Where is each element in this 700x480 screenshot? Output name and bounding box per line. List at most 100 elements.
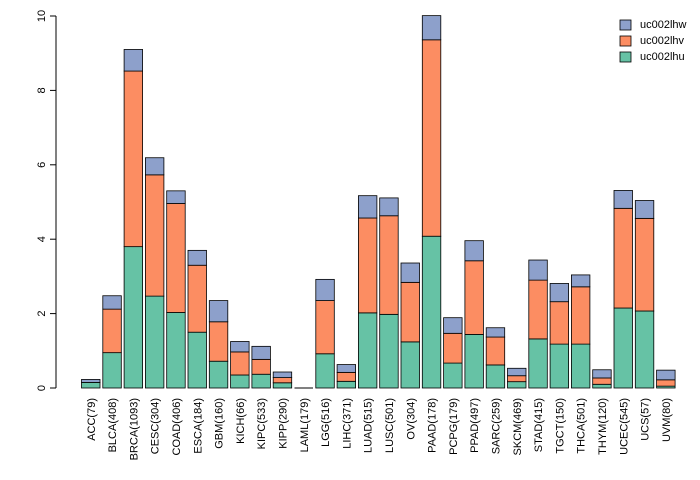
bar-segment-uc002lhv <box>485 336 506 366</box>
x-tick-label: CESC(304) <box>150 398 162 454</box>
bar-stack-SKCM(469) <box>507 367 527 389</box>
bar-stack-LIHC(371) <box>336 364 357 389</box>
x-tick-label: SARC(259) <box>490 398 502 454</box>
bar-segment-uc002lhv <box>443 332 463 364</box>
bar-stack-UVM(80) <box>656 369 676 389</box>
bar-segment-uc002lhu <box>208 360 229 389</box>
bar-segment-uc002lhv <box>230 351 250 376</box>
bar-segment-uc002lhw <box>379 197 399 217</box>
bar-segment-uc002lhu <box>123 246 143 389</box>
bar-segment-uc002lhu <box>613 307 633 389</box>
x-tick-label: STAD(415) <box>533 398 545 452</box>
bar-stack-SARC(259) <box>485 327 506 389</box>
bar-segment-uc002lhv <box>379 215 399 315</box>
bar-segment-uc002lhv <box>102 308 122 354</box>
bar-stack-COAD(406) <box>166 190 186 389</box>
bar-stack-PAAD(178) <box>421 15 442 389</box>
y-tick-label: 6 <box>36 162 48 168</box>
bar-stack-LGG(516) <box>315 278 335 389</box>
bar-stack-THYM(120) <box>592 369 612 389</box>
bar-stack-KICH(66) <box>230 341 250 389</box>
bar-segment-uc002lhu <box>102 352 122 389</box>
x-tick-label: LAML(179) <box>299 398 311 452</box>
legend-swatch-uc002lhu <box>619 51 632 63</box>
bar-segment-uc002lhu <box>379 313 399 389</box>
bar-segment-uc002lhu <box>272 382 293 389</box>
bar-segment-uc002lhv <box>208 321 229 362</box>
x-tick-label: PAAD(178) <box>427 398 439 453</box>
x-tick-label: KIPP(290) <box>277 398 289 449</box>
bar-segment-uc002lhu <box>251 373 271 389</box>
legend-label-uc002lhu: uc002lhu <box>640 51 685 63</box>
legend-swatch-uc002lhv <box>619 35 632 47</box>
bar-segment-uc002lhw <box>421 15 442 41</box>
bar-segment-uc002lhw <box>507 367 527 377</box>
bar-segment-uc002lhw <box>102 295 122 310</box>
bar-stack-UCS(57) <box>634 200 655 389</box>
bar-segment-uc002lhu <box>400 341 420 389</box>
x-tick-label: SKCM(469) <box>512 398 524 455</box>
x-tick-label: BLCA(408) <box>107 398 119 452</box>
y-axis: 0 2 4 6 8 10 <box>36 10 57 391</box>
bar-segment-uc002lhv <box>400 281 420 343</box>
bar-segment-uc002lhw <box>144 157 165 176</box>
bar-segment-uc002lhv <box>357 217 378 314</box>
bar-segment-uc002lhu <box>421 235 442 389</box>
bar-segment-uc002lhv <box>549 301 569 345</box>
y-tick-label: 8 <box>36 87 48 93</box>
bar-stack-BRCA(1093) <box>123 49 143 389</box>
bar-stack-LUSC(501) <box>379 197 399 389</box>
bar-stack-TGCT(150) <box>549 283 569 389</box>
bar-segment-uc002lhu <box>507 381 527 389</box>
x-tick-label: UVM(80) <box>661 398 673 442</box>
bar-segment-uc002lhw <box>592 369 612 379</box>
bar-segment-uc002lhu <box>549 343 569 389</box>
bar-segment-uc002lhv <box>528 279 548 340</box>
y-tick-label: 10 <box>36 10 48 22</box>
bar-segment-uc002lhv <box>166 203 186 313</box>
bar-segment-uc002lhw <box>208 300 229 323</box>
bar-stack-KIPC(533) <box>251 345 271 389</box>
x-tick-label: LUSC(501) <box>384 398 396 453</box>
bar-segment-uc002lhw <box>656 369 676 381</box>
bar-segment-uc002lhw <box>464 240 484 262</box>
bar-segment-uc002lhu <box>357 312 378 389</box>
bar-stack-ACC(79) <box>81 379 101 389</box>
x-tick-label: ACC(79) <box>86 398 98 441</box>
x-tick-label: GBM(160) <box>214 398 226 449</box>
bar-segment-uc002lhu <box>144 295 165 389</box>
bar-segment-uc002lhw <box>613 190 633 209</box>
bar-segment-uc002lhv <box>571 286 591 345</box>
bar-stack-KIPP(290) <box>272 371 293 389</box>
bar-segment-uc002lhw <box>400 262 420 283</box>
bar-segment-uc002lhw <box>315 278 335 301</box>
bar-stack-CESC(304) <box>144 157 165 389</box>
bar-segment-uc002lhw <box>81 379 101 383</box>
bar-stack-PCPG(179) <box>443 317 463 389</box>
x-tick-label: LUAD(515) <box>363 398 375 453</box>
bar-segment-uc002lhu <box>230 374 250 389</box>
bar-segment-uc002lhu <box>187 331 207 389</box>
x-tick-label: TGCT(150) <box>554 398 566 454</box>
x-tick-label: ESCA(184) <box>192 398 204 454</box>
x-tick-label: LGG(516) <box>320 398 332 447</box>
bar-stack-THCA(501) <box>571 274 591 389</box>
bar-segment-uc002lhv <box>634 217 655 312</box>
bar-segment-uc002lhw <box>187 249 207 266</box>
bar-segment-uc002lhu <box>528 338 548 389</box>
bar-segment-uc002lhv <box>315 300 335 355</box>
bar-segment-uc002lhv <box>507 375 527 383</box>
x-tick-label: THCA(501) <box>576 398 588 454</box>
bar-stack-OV(304) <box>400 262 420 389</box>
bar-stack-UCEC(545) <box>613 190 633 389</box>
x-axis-labels: ACC(79) BLCA(408) BRCA(1093) CESC(304) COAD(… <box>86 398 673 460</box>
bar-segment-uc002lhv <box>144 174 165 297</box>
bar-segment-uc002lhu <box>443 362 463 389</box>
bar-segment-uc002lhv <box>251 358 271 375</box>
bar-segment-uc002lhv <box>464 260 484 335</box>
bar-segment-uc002lhv <box>613 207 633 309</box>
bar-segment-uc002lhv <box>592 377 612 385</box>
y-tick-label: 4 <box>36 236 48 242</box>
bar-segment-uc002lhu <box>464 334 484 389</box>
